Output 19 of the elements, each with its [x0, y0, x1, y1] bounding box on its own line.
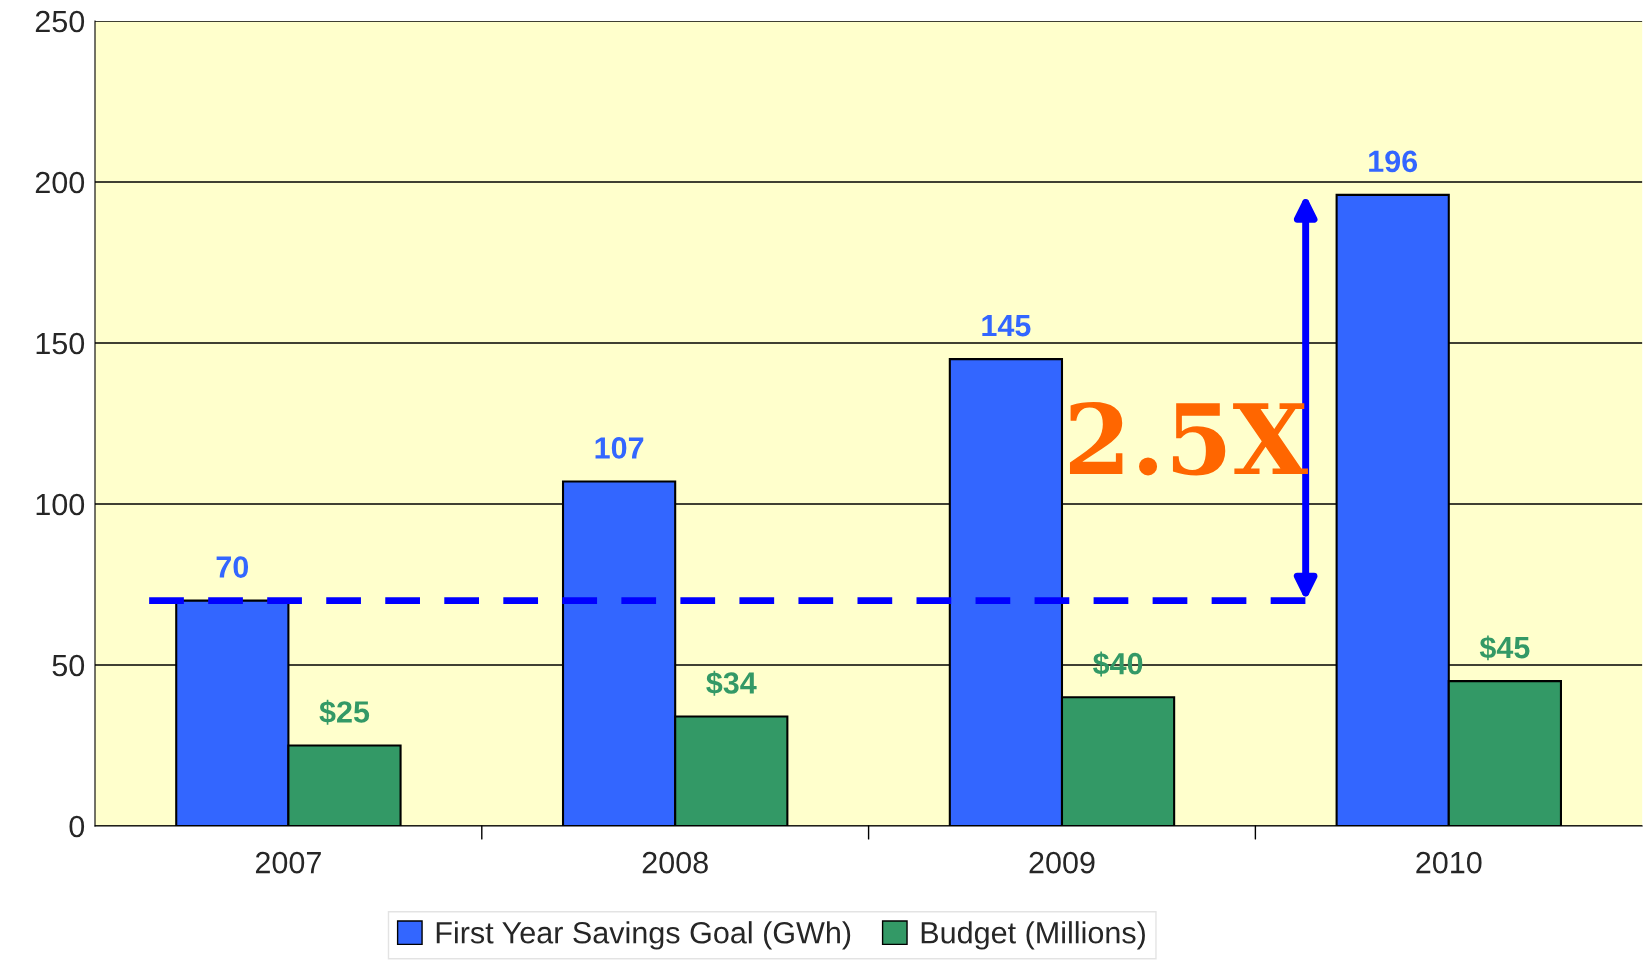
y-tick-label: 250: [35, 10, 85, 33]
y-tick-label: 200: [35, 171, 85, 194]
x-tick-label: 2007: [255, 851, 321, 874]
y-tick-label: 50: [52, 654, 85, 677]
y-tick-label: 100: [36, 493, 85, 516]
data-label: 145: [982, 315, 1031, 337]
data-label: 107: [595, 437, 644, 459]
data-label: 196: [1369, 150, 1418, 173]
data-label: $25: [319, 699, 370, 725]
y-tick-label: 0: [69, 815, 85, 838]
x-tick-label: 2009: [1029, 851, 1095, 874]
data-label: 70: [216, 556, 249, 578]
legend-label: Budget (Millions): [921, 921, 1145, 950]
x-tick-label: 2008: [642, 851, 708, 874]
y-tick-label: 150: [36, 332, 85, 355]
data-label: $45: [1479, 635, 1530, 661]
x-tick-label: 2010: [1416, 851, 1482, 874]
legend-label: First Year Savings Goal (GWh): [436, 921, 851, 950]
data-label: $34: [706, 670, 757, 696]
